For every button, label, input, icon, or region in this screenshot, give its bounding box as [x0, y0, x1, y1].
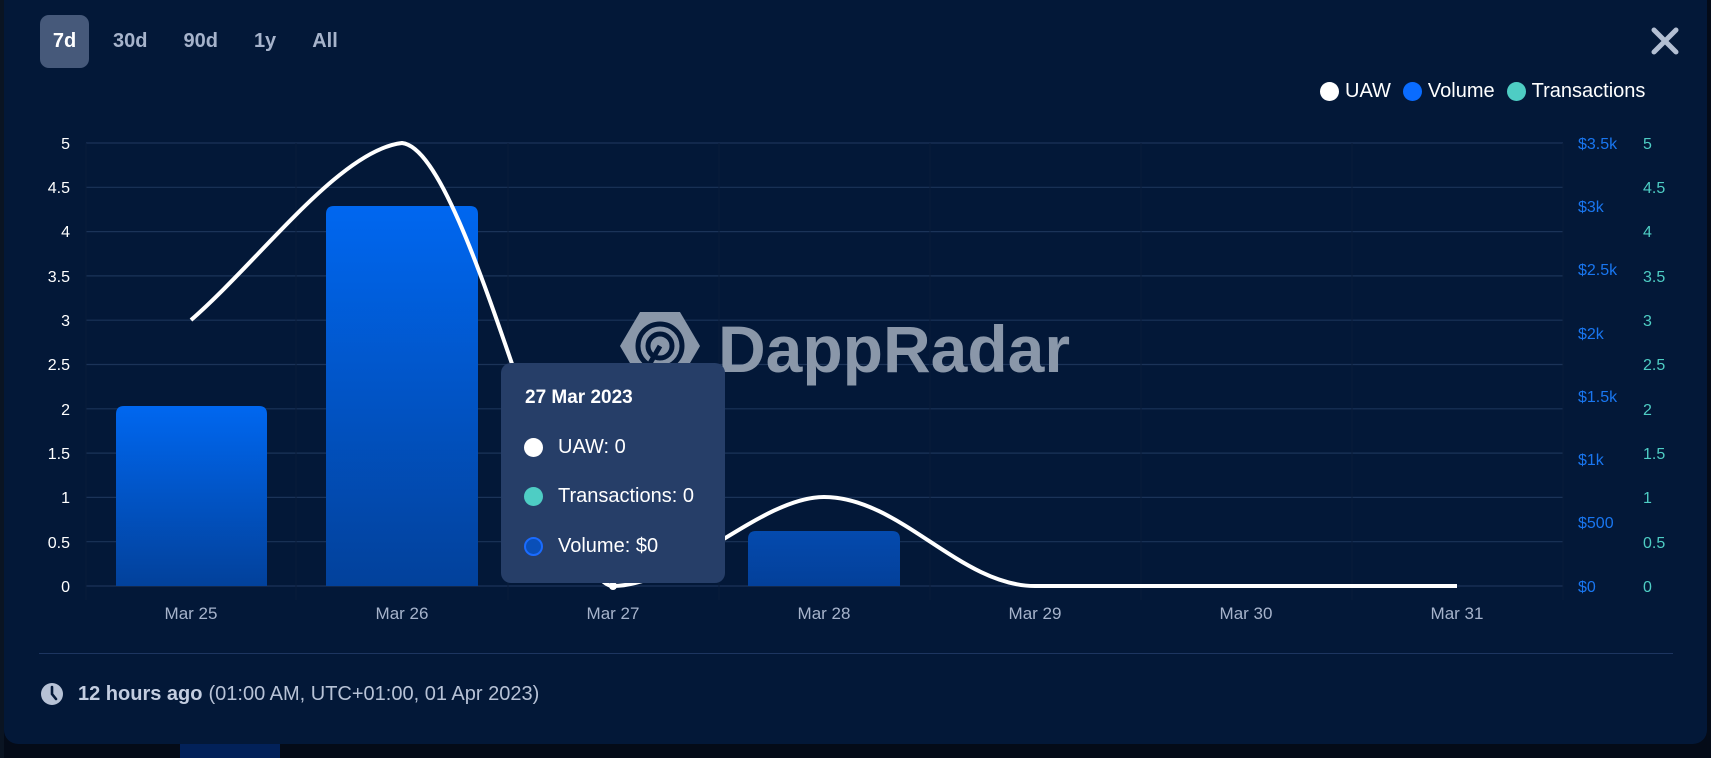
svg-text:2: 2: [61, 402, 70, 419]
svg-text:2: 2: [1643, 402, 1652, 419]
svg-text:4.5: 4.5: [1643, 180, 1665, 197]
absolute-time: (01:00 AM, UTC+01:00, 01 Apr 2023): [208, 682, 540, 705]
left-axis: 5 4.5 4 3.5 3 2.5 2 1.5 1 0.5 0: [48, 136, 70, 596]
svg-text:0: 0: [1643, 579, 1652, 596]
svg-text:Mar 27: Mar 27: [587, 604, 640, 623]
page-behind-modal: [0, 0, 4, 758]
clock-icon: [41, 683, 63, 705]
svg-text:3: 3: [1643, 313, 1652, 330]
tab-1y[interactable]: 1y: [253, 30, 277, 52]
volume-bars: [116, 206, 900, 586]
svg-text:0.5: 0.5: [48, 535, 70, 552]
background-chart-fragment: [180, 744, 280, 758]
hover-point: [609, 582, 617, 590]
bar-mar-28: [748, 531, 900, 586]
volume-dot-icon: [524, 537, 543, 556]
svg-text:4: 4: [61, 224, 70, 241]
svg-text:Mar 29: Mar 29: [1009, 604, 1062, 623]
bar-mar-25: [116, 406, 267, 586]
svg-text:4.5: 4.5: [48, 180, 70, 197]
footer-divider: [39, 653, 1673, 654]
last-updated: 12 hours ago (01:00 AM, UTC+01:00, 01 Ap…: [40, 682, 539, 706]
svg-text:$1.5k: $1.5k: [1578, 389, 1618, 406]
close-icon: [1651, 27, 1679, 55]
svg-text:4: 4: [1643, 224, 1652, 241]
svg-text:Mar 28: Mar 28: [798, 604, 851, 623]
svg-text:Mar 25: Mar 25: [165, 604, 218, 623]
period-tabs: 7d 30d 90d 1y All: [40, 15, 362, 68]
svg-text:Mar 26: Mar 26: [376, 604, 429, 623]
bar-mar-26: [326, 206, 478, 586]
svg-text:$2k: $2k: [1578, 326, 1605, 343]
svg-text:1: 1: [1643, 490, 1652, 507]
svg-text:1.5: 1.5: [1643, 446, 1665, 463]
svg-text:$2.5k: $2.5k: [1578, 262, 1618, 279]
legend-dot-icon: [1506, 82, 1526, 101]
svg-text:1.5: 1.5: [48, 446, 70, 463]
svg-text:5: 5: [1643, 136, 1652, 153]
chart-modal: 7d 30d 90d 1y All UAW Volume Transaction…: [4, 0, 1707, 744]
chart-legend: UAW Volume Transactions: [1320, 80, 1657, 103]
svg-text:0: 0: [61, 579, 70, 596]
legend-label: Transactions: [1531, 80, 1646, 102]
tab-all[interactable]: All: [312, 30, 338, 52]
svg-text:3.5: 3.5: [48, 269, 70, 286]
svg-text:2.5: 2.5: [1643, 357, 1665, 374]
tooltip-row-uaw: UAW: 0: [524, 436, 626, 459]
svg-text:1: 1: [61, 490, 70, 507]
svg-text:0.5: 0.5: [1643, 535, 1665, 552]
legend-item-uaw[interactable]: UAW: [1320, 80, 1391, 103]
legend-dot-icon: [1320, 82, 1339, 101]
svg-text:DappRadar: DappRadar: [718, 312, 1070, 386]
relative-time: 12 hours ago: [78, 682, 203, 705]
svg-text:$3.5k: $3.5k: [1578, 136, 1618, 153]
legend-label: Volume: [1427, 80, 1495, 102]
uaw-dot-icon: [524, 438, 543, 457]
svg-text:2.5: 2.5: [48, 357, 70, 374]
tooltip-row-transactions: Transactions: 0: [524, 485, 694, 508]
close-button[interactable]: [1649, 25, 1681, 57]
svg-text:$0: $0: [1578, 579, 1596, 596]
transactions-axis: 5 4.5 4 3.5 3 2.5 2 1.5 1 0.5 0: [1643, 136, 1665, 596]
legend-dot-icon: [1402, 82, 1422, 101]
chart-tooltip: 27 Mar 2023 UAW: 0 Transactions: 0 Volum…: [501, 363, 725, 583]
svg-text:$500: $500: [1578, 515, 1614, 532]
volume-axis: $3.5k $3k $2.5k $2k $1.5k $1k $500 $0: [1578, 136, 1618, 596]
legend-label: UAW: [1345, 80, 1391, 102]
svg-text:$3k: $3k: [1578, 199, 1605, 216]
tooltip-row-volume: Volume: $0: [524, 535, 658, 558]
svg-text:$1k: $1k: [1578, 452, 1605, 469]
transactions-dot-icon: [524, 487, 543, 506]
tab-30d[interactable]: 30d: [113, 30, 148, 52]
svg-text:3: 3: [61, 313, 70, 330]
tooltip-volume-value: Volume: $0: [558, 535, 659, 557]
tooltip-date: 27 Mar 2023: [525, 387, 633, 408]
tooltip-transactions-value: Transactions: 0: [558, 485, 694, 507]
svg-text:Mar 31: Mar 31: [1431, 604, 1484, 623]
tab-7d[interactable]: 7d: [40, 15, 89, 68]
tooltip-uaw-value: UAW: 0: [558, 436, 626, 458]
svg-text:Mar 30: Mar 30: [1220, 604, 1273, 623]
tab-90d[interactable]: 90d: [183, 30, 218, 52]
svg-text:3.5: 3.5: [1643, 269, 1665, 286]
legend-item-transactions[interactable]: Transactions: [1506, 80, 1646, 103]
legend-item-volume[interactable]: Volume: [1402, 80, 1495, 103]
x-axis: Mar 25 Mar 26 Mar 27 Mar 28 Mar 29 Mar 3…: [165, 604, 1484, 623]
svg-text:5: 5: [61, 136, 70, 153]
